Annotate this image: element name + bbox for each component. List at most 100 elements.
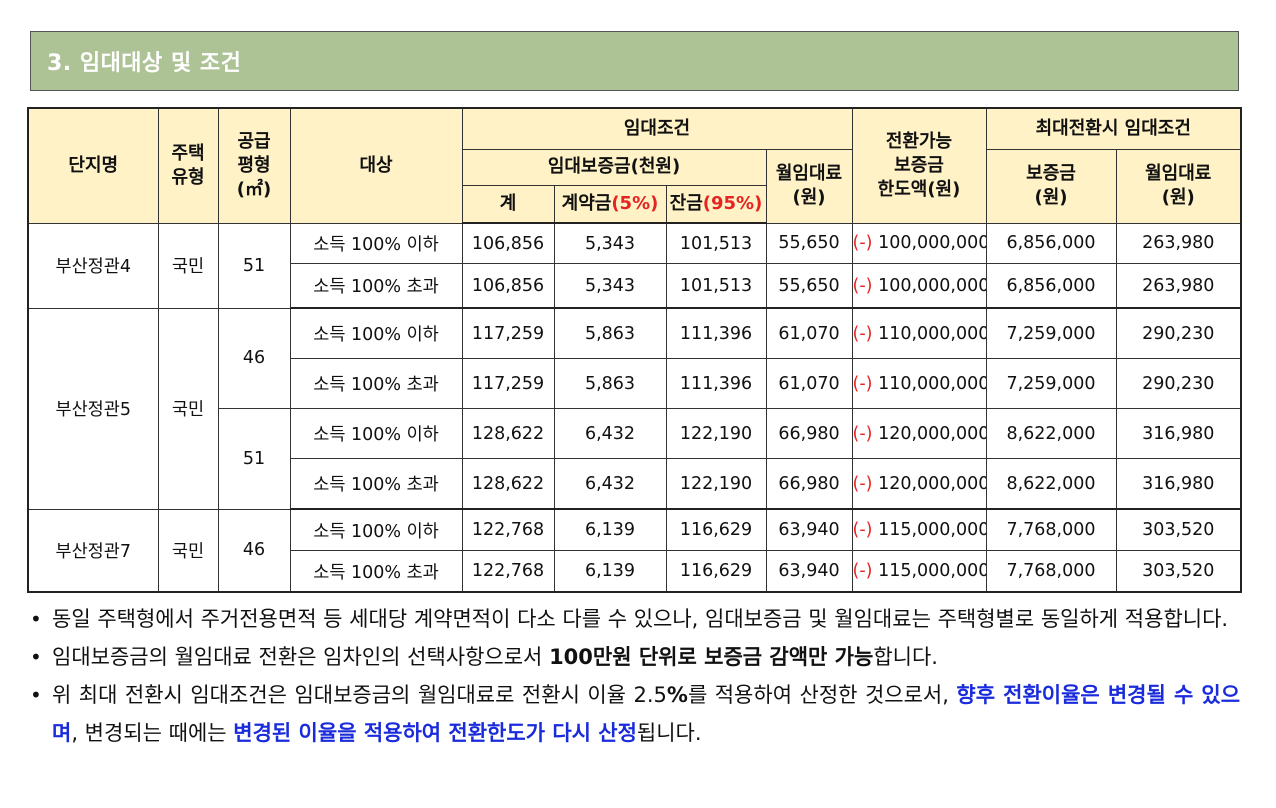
header-complex: 단지명 [27,107,159,224]
table-row: 부산정관4 국민 51 소득 100% 이하 106,856 5,343 101… [27,222,1242,309]
cell-total: 122,768 [461,508,555,551]
header-convertible-limit: 전환가능 보증금 한도액(원) [851,107,987,224]
cell-monthly: 66,980 [765,408,853,459]
cell-type: 국민 [157,307,219,510]
cell-limit: (-) 120,000,000 [851,408,987,459]
cell-complex: 부산정관7 [27,508,159,593]
cell-balance: 116,629 [665,550,767,593]
cell-contract: 6,139 [553,508,667,551]
cell-target: 소득 100% 이하 [289,508,463,551]
header-supply-area: 공급 평형 (㎡) [217,107,291,224]
cell-target: 소득 100% 초과 [289,458,463,510]
header-contract: 계약금(5%) [553,184,667,224]
cell-target: 소득 100% 초과 [289,263,463,309]
note-highlight: 향후 전환이율은 변경될 수 있으며 [52,683,1241,745]
section-title: 3. 임대대상 및 조건 [47,51,242,76]
note-text: , 변경되는 때에는 [71,721,234,745]
cell-total: 122,768 [461,550,555,593]
cell-contract: 5,863 [553,307,667,359]
note-text: 합니다. [873,645,938,669]
cell-max-monthly: 303,520 [1115,550,1242,593]
cell-balance: 111,396 [665,358,767,409]
cell-contract: 6,432 [553,458,667,510]
header-total: 계 [461,184,555,224]
cell-contract: 6,432 [553,408,667,459]
cell-total: 106,856 [461,222,555,264]
cell-type: 국민 [157,222,219,309]
table-row: 소득 100% 초과 128,622 6,432 122,190 66,980 … [28,458,1242,510]
cell-total: 117,259 [461,307,555,359]
cell-total: 117,259 [461,358,555,409]
cell-max-monthly: 303,520 [1115,508,1242,551]
cell-target: 소득 100% 이하 [289,307,463,359]
header-deposit: 임대보증금(천원) [461,148,767,186]
cell-monthly: 55,650 [765,222,853,264]
cell-total: 128,622 [461,458,555,510]
header-target: 대상 [289,107,463,224]
cell-target: 소득 100% 이하 [289,408,463,459]
cell-target: 소득 100% 이하 [289,222,463,264]
cell-max-deposit: 8,622,000 [985,458,1117,510]
header-housing-type: 주택 유형 [157,107,219,224]
cell-target: 소득 100% 초과 [289,358,463,409]
cell-limit: (-) 110,000,000 [851,307,987,359]
cell-area: 51 [217,222,291,309]
cell-total: 128,622 [461,408,555,459]
cell-area: 51 [217,408,291,510]
cell-balance: 122,190 [665,458,767,510]
cell-complex: 부산정관5 [27,307,159,510]
note-text: 됩니다. [636,721,702,745]
cell-max-deposit: 6,856,000 [985,222,1117,264]
table-row: 부산정관5 국민 46 소득 100% 이하 117,259 5,863 111… [27,307,1242,510]
cell-max-monthly: 316,980 [1115,458,1242,510]
cell-limit: (-) 120,000,000 [851,458,987,510]
header-max-monthly: 월임대료 (원) [1115,148,1242,224]
cell-type: 국민 [157,508,219,593]
note-text: 동일 주택형에서 주거전용면적 등 세대당 계약면적이 다소 다를 수 있으나,… [52,607,1229,631]
cell-monthly: 55,650 [765,263,853,309]
cell-max-deposit: 7,259,000 [985,358,1117,409]
note-item: • 동일 주택형에서 주거전용면적 등 세대당 계약면적이 다소 다를 수 있으… [28,600,1240,638]
rent-conditions-table: 단지명 주택 유형 공급 평형 (㎡) 대상 임대조건 전환가능 보증금 한도액(원) 최… [27,107,1242,593]
cell-max-deposit: 8,622,000 [985,408,1117,459]
cell-balance: 111,396 [665,307,767,359]
cell-max-monthly: 263,980 [1115,263,1242,309]
cell-target: 소득 100% 초과 [289,550,463,593]
cell-limit: (-) 115,000,000 [851,550,987,593]
cell-monthly: 63,940 [765,550,853,593]
table-row: 부산정관7 국민 46 소득 100% 이하 122,768 6,139 116… [27,508,1242,593]
note-item: • 위 최대 전환시 임대조건은 임대보증금의 월임대료로 전환시 이율 2.5… [28,676,1240,752]
bullet-icon: • [30,645,42,669]
cell-max-deposit: 6,856,000 [985,263,1117,309]
note-item: • 임대보증금의 월임대료 전환은 임차인의 선택사항으로서 100만원 단위로… [28,638,1240,676]
note-text: 임대보증금의 월임대료 전환은 임차인의 선택사항으로서 [52,645,550,669]
note-text: 를 적용하여 산정한 것으로서, [687,683,957,707]
note-emphasis: % [666,683,688,707]
cell-monthly: 61,070 [765,358,853,409]
cell-limit: (-) 100,000,000 [851,222,987,264]
table-row: 소득 100% 초과 106,856 5,343 101,513 55,650 … [28,263,1242,309]
cell-monthly: 61,070 [765,307,853,359]
cell-max-monthly: 316,980 [1115,408,1242,459]
header-lease-terms: 임대조건 [461,107,853,150]
header-balance: 잔금(95%) [665,184,767,224]
cell-balance: 101,513 [665,263,767,309]
cell-contract: 5,863 [553,358,667,409]
header-max-conversion: 최대전환시 임대조건 [985,107,1242,150]
bullet-icon: • [30,607,42,631]
section-header: 3. 임대대상 및 조건 [30,31,1239,91]
table-row: 51 소득 100% 이하 128,622 6,432 122,190 66,9… [28,408,1242,510]
cell-limit: (-) 115,000,000 [851,508,987,551]
cell-max-deposit: 7,768,000 [985,508,1117,551]
cell-complex: 부산정관4 [27,222,159,309]
header-monthly-rent: 월임대료 (원) [765,148,853,224]
cell-balance: 116,629 [665,508,767,551]
note-text: 위 최대 전환시 임대조건은 임대보증금의 월임대료로 전환시 이율 2.5 [52,683,667,707]
cell-max-monthly: 263,980 [1115,222,1242,264]
cell-contract: 5,343 [553,263,667,309]
cell-balance: 101,513 [665,222,767,264]
table-row: 소득 100% 초과 122,768 6,139 116,629 63,940 … [28,550,1242,593]
cell-area: 46 [217,307,291,409]
cell-max-deposit: 7,259,000 [985,307,1117,359]
cell-contract: 5,343 [553,222,667,264]
